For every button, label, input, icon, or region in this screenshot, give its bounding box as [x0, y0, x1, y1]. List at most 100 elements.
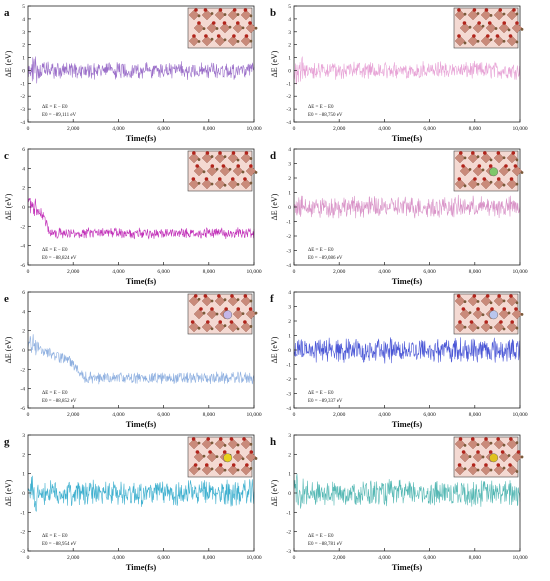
oxygen-atom: [504, 164, 508, 168]
metal-atom: [463, 12, 467, 16]
octahedron-shape: [467, 295, 479, 307]
panel-a: a 0 2,000 4,000 6,000 8,000 10,000 -4 -3 -2 -1 0 1 2 3…: [4, 4, 262, 143]
metal-atom: [463, 156, 467, 160]
dopant-atom: [489, 453, 499, 463]
oxygen-atom: [218, 8, 223, 12]
x-tick-label: 0: [293, 555, 296, 561]
metal-atom: [202, 170, 206, 174]
oxygen-atom: [224, 307, 228, 311]
metal-atom: [463, 443, 467, 447]
y-tick-label: -2: [286, 530, 291, 536]
y-tick-label: -2: [20, 224, 25, 230]
metal-atom: [210, 441, 214, 445]
x-tick-label: 4,000: [378, 126, 391, 132]
series-line: [293, 473, 521, 509]
oxygen-atom: [195, 164, 200, 168]
metal-atom: [223, 38, 227, 42]
octahedron-shape: [201, 295, 213, 307]
metal-atom: [502, 299, 506, 303]
metal-atom: [520, 455, 524, 459]
oxygen-atom: [511, 151, 516, 155]
panel-label: d: [270, 150, 276, 162]
panel-h: h 0 2,000 4,000 6,000 8,000 10,000 -3 -2 -1 0 1 2 3 Ti…: [270, 433, 528, 572]
oxygen-atom: [483, 151, 487, 155]
octahedron-shape: [467, 9, 479, 21]
octahedron-shape: [472, 165, 484, 177]
y-tick-label: 2: [22, 186, 25, 192]
metal-atom: [507, 28, 511, 32]
oxygen-atom: [476, 450, 480, 454]
metal-atom: [476, 182, 480, 186]
metal-atom: [476, 468, 480, 472]
y-tick-label: 4: [288, 290, 291, 296]
octahedron-shape: [240, 178, 252, 190]
oxygen-atom: [513, 164, 518, 168]
y-axis-label: ΔE (eV): [270, 479, 279, 506]
octahedron-shape: [188, 9, 200, 21]
panel-label: g: [4, 436, 10, 448]
octahedron-shape: [188, 438, 200, 450]
metal-atom: [215, 167, 219, 171]
metal-atom: [463, 467, 467, 471]
metal-atom: [502, 466, 506, 470]
metal-atom: [215, 27, 219, 30]
oxygen-atom: [231, 463, 236, 467]
x-axis-label: Time(fs): [126, 276, 157, 286]
metal-atom: [197, 14, 201, 18]
octahedron-shape: [201, 321, 213, 333]
y-tick-label: -4: [286, 263, 291, 269]
x-tick-label: 8,000: [469, 555, 482, 561]
metal-atom: [481, 455, 485, 459]
y-tick-label: 4: [288, 17, 291, 23]
metal-atom: [236, 468, 240, 472]
oxygen-atom: [470, 437, 475, 441]
oxygen-atom: [208, 450, 212, 454]
y-tick-label: -2: [286, 94, 291, 100]
oxygen-atom: [457, 8, 461, 12]
oxygen-atom: [249, 450, 254, 454]
metal-atom: [502, 443, 506, 447]
series-line: [27, 197, 255, 240]
y-tick-label: -1: [286, 220, 291, 226]
metal-atom: [223, 298, 227, 302]
octahedron-shape: [467, 438, 479, 450]
metal-atom: [249, 299, 253, 303]
octahedron-shape: [467, 464, 479, 476]
oxygen-atom: [477, 164, 482, 168]
octahedron-shape: [214, 438, 226, 450]
y-tick-label: -4: [20, 244, 25, 250]
octahedron-shape: [506, 438, 518, 450]
oxygen-atom: [190, 320, 195, 324]
energy-annotation: ΔE = E − E0: [42, 105, 68, 110]
octahedron-shape: [506, 178, 518, 190]
y-tick-label: 2: [288, 43, 291, 49]
x-tick-label: 8,000: [469, 412, 482, 418]
dopant-atom: [223, 453, 233, 463]
x-tick-label: 4,000: [112, 412, 125, 418]
oxygen-atom: [216, 34, 221, 38]
metal-atom: [515, 326, 519, 330]
y-tick-label: 1: [22, 472, 25, 478]
structure-inset: [453, 150, 524, 192]
x-tick-label: 0: [293, 126, 296, 132]
oxygen-atom: [499, 320, 503, 324]
structure-inset: [453, 436, 524, 478]
octahedron-shape: [206, 165, 218, 177]
metal-atom: [515, 301, 519, 305]
metal-atom: [520, 171, 524, 174]
y-tick-label: 6: [22, 290, 25, 296]
x-tick-label: 8,000: [203, 269, 216, 275]
energy-annotation: E0 = −89,111 eV: [42, 113, 77, 118]
panel-label: a: [4, 7, 10, 19]
y-tick-label: 5: [288, 4, 291, 10]
oxygen-atom: [496, 437, 500, 441]
octahedron-shape: [506, 35, 518, 47]
y-tick-label: 2: [288, 176, 291, 182]
x-tick-label: 8,000: [469, 126, 482, 132]
oxygen-atom: [509, 177, 514, 181]
oxygen-atom: [471, 151, 475, 155]
octahedron-shape: [454, 178, 466, 190]
metal-atom: [241, 457, 245, 461]
oxygen-atom: [229, 320, 234, 324]
metal-atom: [515, 441, 519, 445]
